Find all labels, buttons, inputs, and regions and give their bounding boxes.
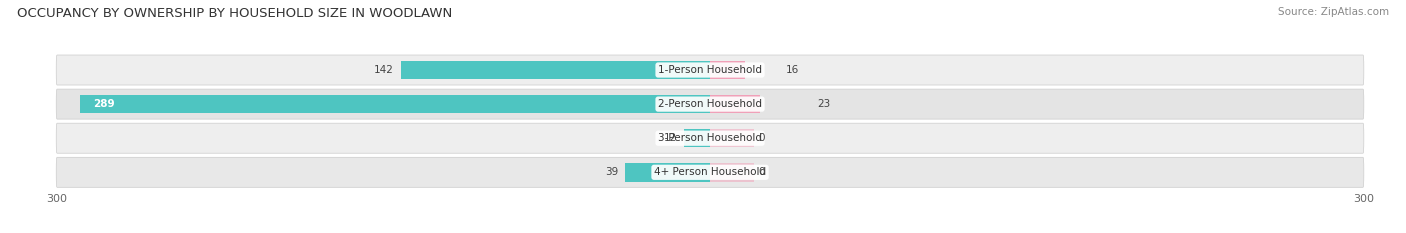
Bar bbox=[710, 95, 761, 113]
Text: 12: 12 bbox=[664, 133, 678, 143]
Text: 289: 289 bbox=[93, 99, 115, 109]
Text: 39: 39 bbox=[605, 167, 619, 177]
Text: 2-Person Household: 2-Person Household bbox=[658, 99, 762, 109]
Bar bbox=[710, 163, 754, 182]
Bar bbox=[710, 129, 754, 147]
Text: 1-Person Household: 1-Person Household bbox=[658, 65, 762, 75]
FancyBboxPatch shape bbox=[56, 123, 1364, 153]
FancyBboxPatch shape bbox=[56, 89, 1364, 119]
Text: Source: ZipAtlas.com: Source: ZipAtlas.com bbox=[1278, 7, 1389, 17]
Bar bbox=[683, 129, 710, 147]
Text: 0: 0 bbox=[758, 133, 765, 143]
Text: 142: 142 bbox=[374, 65, 394, 75]
Text: 3-Person Household: 3-Person Household bbox=[658, 133, 762, 143]
Text: 0: 0 bbox=[758, 167, 765, 177]
Bar bbox=[401, 61, 710, 79]
Text: 16: 16 bbox=[786, 65, 800, 75]
FancyBboxPatch shape bbox=[56, 55, 1364, 85]
Text: 23: 23 bbox=[817, 99, 830, 109]
Bar bbox=[626, 163, 710, 182]
Bar bbox=[80, 95, 710, 113]
Text: 4+ Person Household: 4+ Person Household bbox=[654, 167, 766, 177]
Bar bbox=[710, 61, 745, 79]
FancyBboxPatch shape bbox=[56, 157, 1364, 187]
Text: OCCUPANCY BY OWNERSHIP BY HOUSEHOLD SIZE IN WOODLAWN: OCCUPANCY BY OWNERSHIP BY HOUSEHOLD SIZE… bbox=[17, 7, 453, 20]
